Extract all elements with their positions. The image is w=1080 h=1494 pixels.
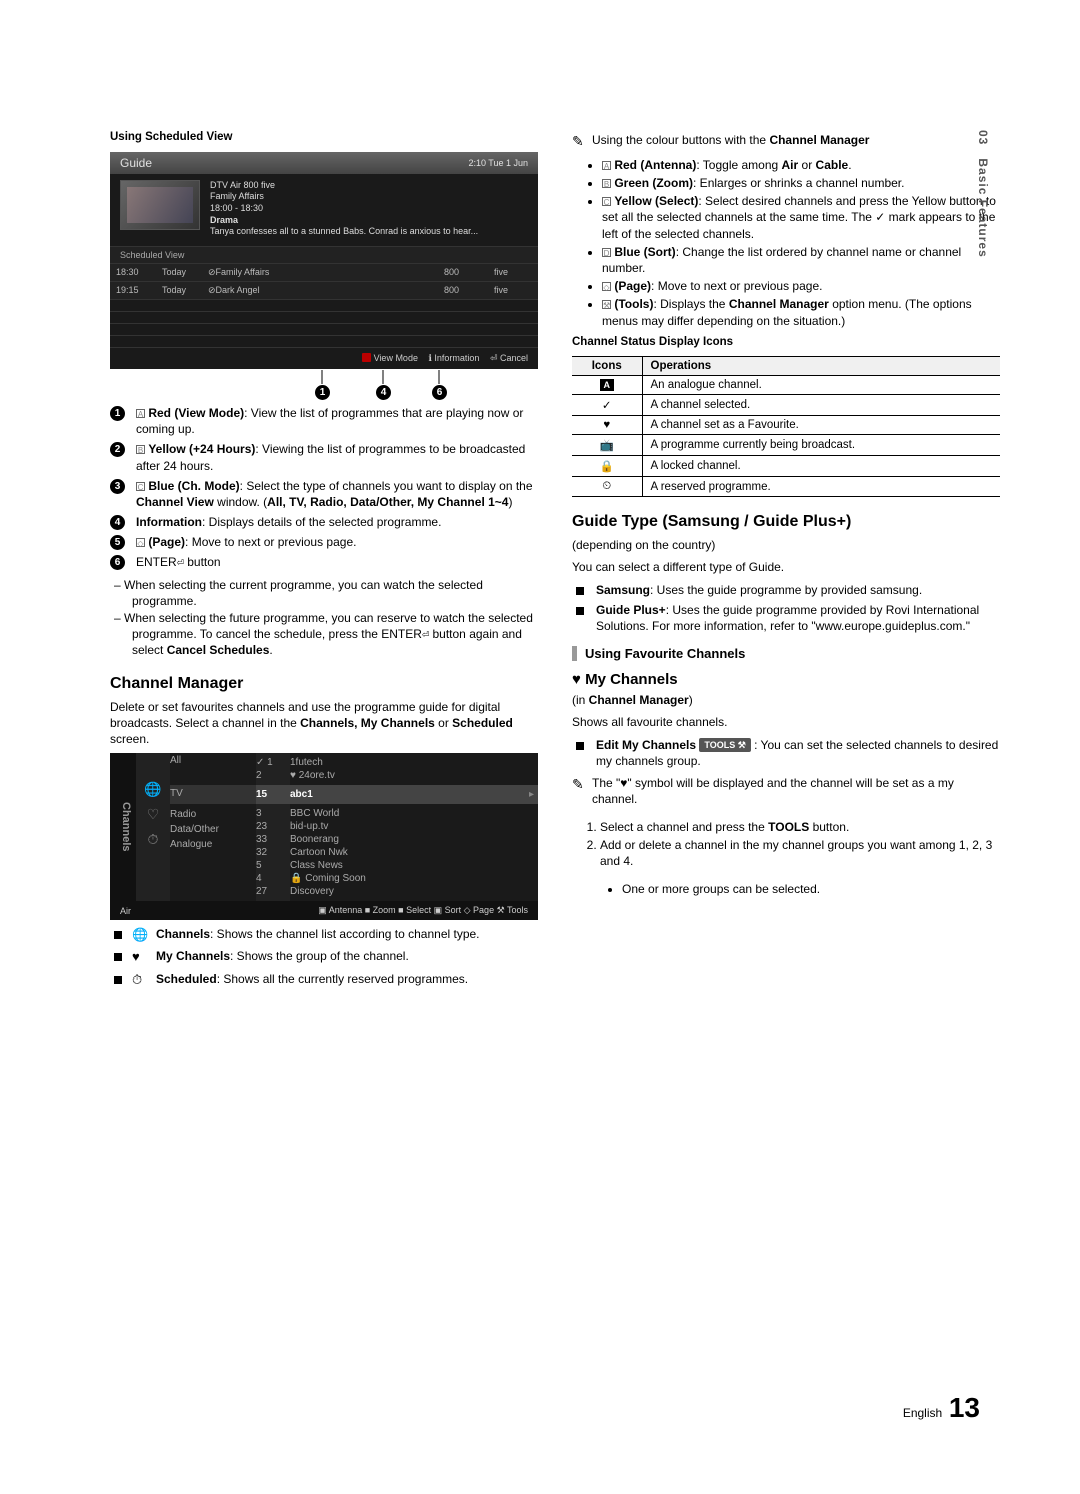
guide-footer: View Mode ℹ Information ⏎ Cancel	[110, 348, 538, 369]
schedule-table: 18:30Today⊘Family Affairs800five19:15Tod…	[110, 263, 538, 348]
guide-info: DTV Air 800 five Family Affairs 18:00 - …	[110, 174, 538, 247]
guide-type-sub: (depending on the country)	[572, 537, 1000, 553]
cm-intro: Delete or set favourites channels and us…	[110, 699, 538, 748]
cm-side-label: Channels	[110, 753, 136, 901]
clock-icon: ⏱	[140, 831, 166, 848]
channel-manager-screenshot: Channels 🌐 ♡ ⏱ All ✓ 12 1futech♥ 24ore.t…	[110, 753, 538, 920]
guide-meta: DTV Air 800 five Family Affairs 18:00 - …	[200, 180, 478, 238]
channel-manager-heading: Channel Manager	[110, 675, 538, 693]
side-label: Basic Features	[976, 158, 990, 257]
status-icons-title: Channel Status Display Icons	[572, 335, 1000, 351]
chapter-num: 03	[976, 130, 990, 145]
guide-title: Guide	[120, 156, 152, 170]
enter-sublist: When selecting the current programme, yo…	[110, 577, 538, 659]
my-channels-context: (in Channel Manager)	[572, 692, 1000, 708]
cm-icon-column: 🌐 ♡ ⏱	[136, 753, 170, 901]
side-tab: 03 Basic Features	[976, 130, 990, 258]
colour-buttons-note: ✎ Using the colour buttons with the Chan…	[572, 132, 1000, 151]
edit-mychannels-list: Edit My Channels TOOLS ⚒ : You can set t…	[572, 737, 1000, 769]
page-number: English 13	[903, 1392, 980, 1424]
my-channels-desc: Shows all favourite channels.	[572, 714, 1000, 730]
note-icon: ✎	[572, 775, 588, 807]
callout-arrows: 1 4 6	[110, 373, 538, 401]
scheduled-label: Scheduled View	[110, 247, 538, 263]
note-icon: ✎	[572, 132, 588, 151]
guide-screenshot: Guide 2:10 Tue 1 Jun DTV Air 800 five Fa…	[110, 152, 538, 369]
scheduled-view-title: Using Scheduled View	[110, 130, 538, 146]
colour-button-list: A Red (Antenna): Toggle among Air or Cab…	[572, 157, 1000, 329]
right-column: ✎ Using the colour buttons with the Chan…	[572, 130, 1000, 993]
guide-type-intro: You can select a different type of Guide…	[572, 559, 1000, 575]
numbered-list: 1A Red (View Mode): View the list of pro…	[110, 405, 538, 571]
page: 03 Basic Features Using Scheduled View G…	[0, 0, 1080, 1494]
tools-pill: TOOLS ⚒	[699, 738, 750, 752]
guide-header: Guide 2:10 Tue 1 Jun	[110, 152, 538, 174]
my-channels-heading: ♥ My Channels	[572, 671, 1000, 688]
globe-icon: 🌐	[140, 781, 166, 798]
guide-thumb	[120, 180, 200, 230]
heart-icon: ♡	[140, 806, 166, 823]
cm-legend: 🌐Channels: Shows the channel list accord…	[110, 926, 538, 987]
steps-list: Select a channel and press the TOOLS but…	[572, 819, 1000, 869]
heart-note: ✎ The "♥" symbol will be displayed and t…	[572, 775, 1000, 807]
two-column-content: Using Scheduled View Guide 2:10 Tue 1 Ju…	[110, 130, 1000, 993]
guide-clock: 2:10 Tue 1 Jun	[468, 158, 528, 168]
step-sublist: One or more groups can be selected.	[572, 881, 1000, 897]
favourite-channels-heading: Using Favourite Channels	[572, 646, 1000, 661]
left-column: Using Scheduled View Guide 2:10 Tue 1 Ju…	[110, 130, 538, 993]
guide-type-heading: Guide Type (Samsung / Guide Plus+)	[572, 513, 1000, 531]
cm-footer: Air ▣ Antenna ■ Zoom ■ Select ▣ Sort ◇ P…	[110, 901, 538, 920]
guide-type-list: Samsung: Uses the guide programme by pro…	[572, 582, 1000, 635]
status-icons-table: Icons Operations AAn analogue channel.✓A…	[572, 356, 1000, 497]
